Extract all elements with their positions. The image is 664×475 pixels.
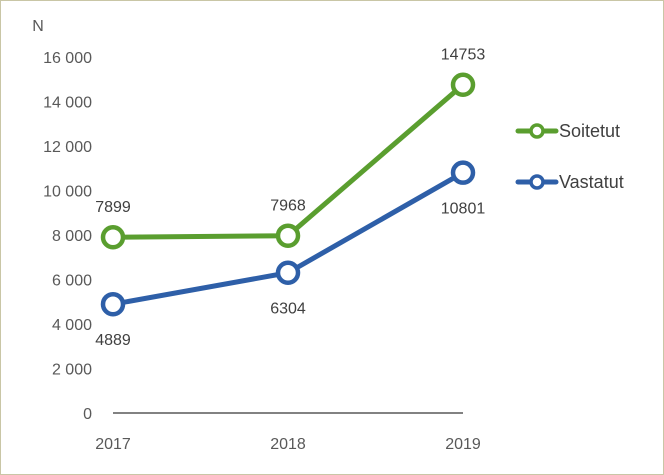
x-tick-label: 2019	[445, 436, 481, 453]
y-tick-label: 16 000	[43, 50, 92, 67]
data-point	[100, 224, 126, 250]
data-point	[100, 291, 126, 317]
data-label: 6304	[270, 301, 306, 318]
y-tick-label: 8 000	[52, 228, 92, 245]
data-label: 4889	[95, 332, 131, 349]
x-axis-ticks: 2017 2018 2019	[95, 436, 481, 453]
series-group: 7899 7968 14753 4889 6304 10801	[95, 47, 485, 349]
legend-marker	[529, 123, 545, 139]
data-point	[275, 260, 301, 285]
y-tick-label: 4 000	[52, 317, 92, 334]
legend-item: Vastatut	[515, 172, 624, 192]
y-tick-label: 0	[83, 406, 92, 423]
y-tick-label: 6 000	[52, 273, 92, 290]
data-label: 7899	[95, 199, 131, 216]
legend-label: Vastatut	[559, 172, 624, 192]
x-tick-label: 2017	[95, 436, 131, 453]
y-tick-label: 12 000	[43, 139, 92, 156]
legend: Soitetut Vastatut	[515, 121, 624, 192]
legend-label: Soitetut	[559, 121, 620, 141]
legend-item: Soitetut	[515, 121, 620, 141]
data-label: 10801	[441, 201, 486, 218]
data-label: 14753	[441, 47, 486, 64]
data-point	[450, 160, 476, 185]
y-tick-label: 2 000	[52, 362, 92, 379]
x-tick-label: 2018	[270, 436, 306, 453]
y-axis-ticks: 0 2 000 4 000 6 000 8 000 10 000 12 000 14 000 1…	[43, 50, 92, 423]
y-tick-label: 10 000	[43, 184, 92, 201]
series-soitetut: 7899 7968 14753	[95, 47, 486, 250]
data-label: 7968	[270, 198, 306, 215]
data-point	[450, 72, 476, 97]
legend-marker	[529, 174, 545, 190]
series-vastatut: 4889 6304 10801	[95, 160, 486, 349]
y-tick-label: 14 000	[43, 95, 92, 112]
y-axis-label: N	[32, 18, 44, 35]
data-point	[275, 223, 301, 248]
